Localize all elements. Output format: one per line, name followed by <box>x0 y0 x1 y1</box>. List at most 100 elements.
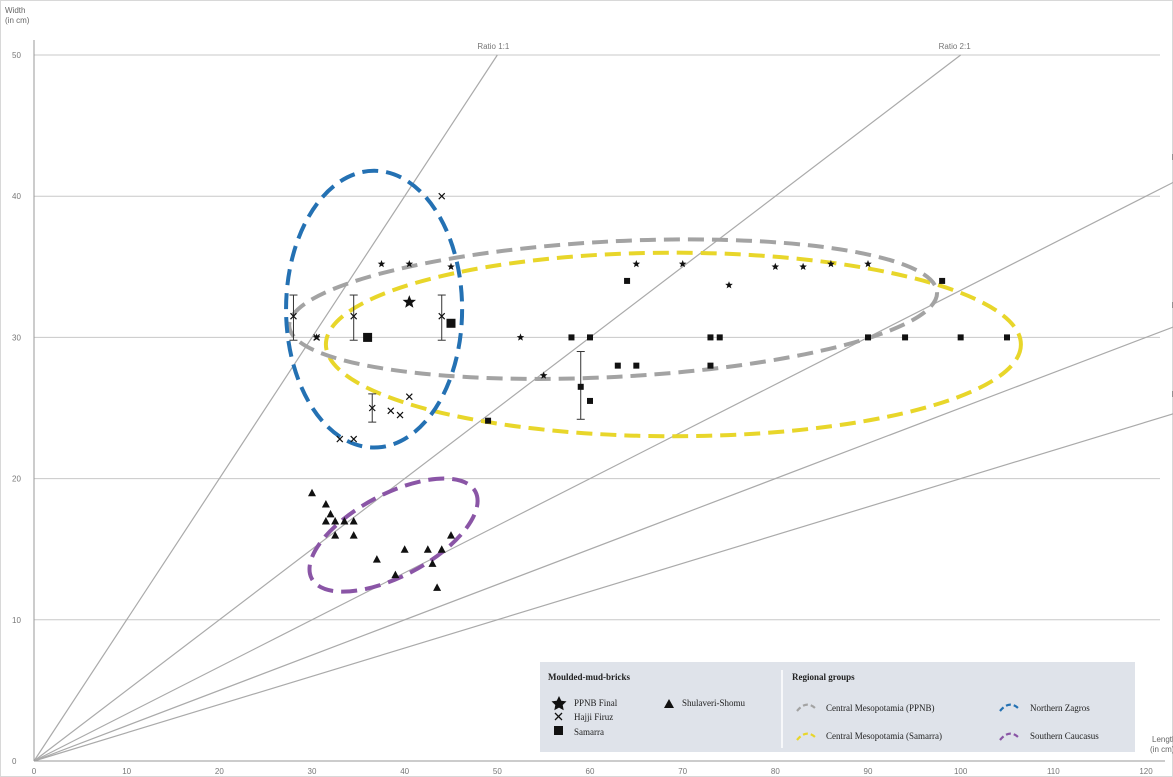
samarra-point-12 <box>707 362 714 369</box>
samarra-point-1 <box>446 318 456 328</box>
legend-label-cm-ppnb: Central Mesopotamia (PPNB) <box>826 703 935 713</box>
hajji-firuz-point-2 <box>350 312 358 320</box>
hajji-firuz-point-5 <box>368 404 376 412</box>
legend-label-ppnb: PPNB Final <box>574 698 618 708</box>
shulaveri-shomu-point-4 <box>331 516 340 525</box>
x-tick-label-10: 10 <box>122 767 131 776</box>
shulaveri-shomu-point-2 <box>326 509 335 518</box>
x-tick-label-80: 80 <box>771 767 780 776</box>
ratio-line-5 <box>33 413 1173 762</box>
x-tick-label-100: 100 <box>954 767 968 776</box>
ppnb-final-point-9 <box>725 281 733 289</box>
data-points <box>290 192 1010 591</box>
ratio-lines: Ratio 1:1 Ratio 2:1 Ratio 3:1 Ratio 4:1 Rati… <box>33 42 1173 762</box>
samarra-point-0 <box>363 332 373 342</box>
hajji-firuz-point-10 <box>350 435 358 443</box>
legend-cm-samarra-icon <box>796 732 816 741</box>
y-tick-label-30: 30 <box>12 333 21 342</box>
shulaveri-shomu-point-14 <box>447 531 455 539</box>
ellipse-central-mesopotamia-samarra <box>323 250 1023 439</box>
samarra-point-11 <box>716 334 723 341</box>
ellipse-northern-zagros <box>284 168 465 450</box>
shulaveri-shomu-point-1 <box>321 500 330 508</box>
shulaveri-shomu-point-13 <box>428 559 437 567</box>
x-tick-label-60: 60 <box>586 767 595 776</box>
shulaveri-shomu-point-9 <box>372 555 381 563</box>
samarra-point-13 <box>865 334 871 341</box>
ppnb-final-point-7 <box>632 260 641 268</box>
y-axis-title: Width <box>5 6 25 15</box>
samarra-point-15 <box>939 277 946 284</box>
ppnb-final-point-8 <box>678 260 687 268</box>
samarra-point-16 <box>957 334 964 341</box>
samarra-point-5 <box>587 397 593 404</box>
ppnb-final-point-0 <box>377 260 386 268</box>
ellipse-central-mesopotamia-ppnb <box>287 237 940 381</box>
ppnb-final-point-12 <box>827 260 835 268</box>
samarra-point-14 <box>902 334 909 341</box>
legend-star-icon <box>551 696 567 711</box>
ratio-line-3 <box>33 181 1173 762</box>
samarra-point-9 <box>633 362 640 369</box>
ppnb-final-point-10 <box>771 262 780 270</box>
hajji-firuz-point-0 <box>290 312 297 320</box>
ppnb-final-point-11 <box>799 262 807 270</box>
ratio-label-5: Ratio 5:1 <box>1172 390 1173 399</box>
samarra-point-7 <box>624 277 631 284</box>
y-axis-unit: (in cm) <box>5 16 30 25</box>
samarra-point-8 <box>614 362 621 369</box>
shulaveri-shomu-point-0 <box>308 488 316 497</box>
regional-group-ellipses <box>284 168 1023 594</box>
ratio-line-4 <box>33 326 1173 762</box>
ratio-line-1 <box>33 54 498 762</box>
ppnb-final-point-3 <box>402 295 416 308</box>
hajji-firuz-point-1 <box>313 333 321 341</box>
shulaveri-shomu-point-16 <box>433 583 442 591</box>
y-tick-label-0: 0 <box>12 757 17 766</box>
legend-label-shulaveri: Shulaveri-Shomu <box>682 698 745 708</box>
samarra-point-2 <box>485 417 492 424</box>
y-tick-label-10: 10 <box>12 616 21 625</box>
hajji-firuz-point-7 <box>396 411 404 419</box>
ppnb-final-point-5 <box>516 333 525 341</box>
ppnb-final-point-1 <box>405 260 414 268</box>
y-tick-label-20: 20 <box>12 475 21 484</box>
shulaveri-shomu-point-5 <box>340 516 349 525</box>
legend-label-nz: Northern Zagros <box>1030 703 1090 713</box>
legend-triangle-icon <box>664 699 674 708</box>
x-tick-label-20: 20 <box>215 767 224 776</box>
shulaveri-shomu-point-11 <box>423 545 432 553</box>
shulaveri-shomu-point-3 <box>321 516 330 525</box>
ppnb-final-point-13 <box>864 260 872 268</box>
legend-label-cm-samarra: Central Mesopotamia (Samarra) <box>826 731 942 741</box>
x-tick-label-120: 120 <box>1139 767 1153 776</box>
horizontal-gridlines <box>34 54 1160 621</box>
ppnb-final-point-6 <box>539 371 548 379</box>
legend-left-title: Moulded-mud-bricks <box>548 672 631 682</box>
x-tick-label-0: 0 <box>32 767 37 776</box>
legend-label-sc: Southern Caucasus <box>1030 731 1099 741</box>
samarra-point-4 <box>577 383 584 390</box>
ratio-label-2: Ratio 2:1 <box>939 42 972 51</box>
hajji-firuz-point-8 <box>405 393 413 401</box>
x-tick-label-40: 40 <box>400 767 409 776</box>
x-axis-title: Length <box>1152 735 1173 744</box>
legend-sc-icon <box>999 732 1019 741</box>
ratio-line-2 <box>33 54 962 762</box>
tick-labels: 0 10 20 30 40 50 60 70 80 90 100 110 120 0 10 20 30 40 50 <box>12 51 1153 776</box>
legend-panel: Moulded-mud-bricks Regional groups PPNB … <box>540 662 1135 752</box>
shulaveri-shomu-point-8 <box>349 531 358 539</box>
legend-background <box>540 662 1135 752</box>
shulaveri-shomu-point-10 <box>400 545 409 553</box>
hajji-firuz-point-3 <box>438 312 446 320</box>
ppnb-final-point-2 <box>447 262 455 270</box>
y-tick-label-40: 40 <box>12 192 21 201</box>
samarra-point-10 <box>707 334 714 341</box>
shulaveri-shomu-point-6 <box>349 516 358 525</box>
legend-nz-icon <box>999 703 1019 712</box>
hajji-firuz-point-4 <box>438 192 446 200</box>
ellipse-southern-caucasus <box>307 476 480 594</box>
x-tick-label-30: 30 <box>308 767 317 776</box>
x-axis-unit: (in cm) <box>1150 745 1173 754</box>
